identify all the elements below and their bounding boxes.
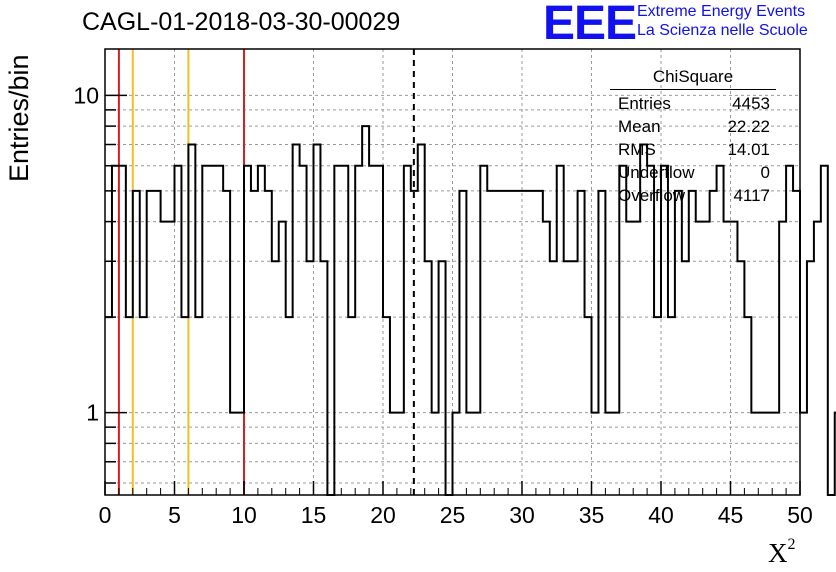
x-tick-label: 5 [168, 502, 181, 528]
y-tick-label: 1 [86, 400, 99, 426]
x-tick-label: 0 [99, 502, 112, 528]
stats-row-entries: Entries 4453 [610, 92, 776, 115]
x-tick-label: 25 [440, 502, 466, 528]
logo-line-1: Extreme Energy Events [637, 3, 806, 20]
stats-row-underflow: Underflow 0 [610, 161, 776, 184]
x-tick-label: 40 [648, 502, 674, 528]
x-axis-label: X2 [768, 536, 796, 569]
stats-value: 22.22 [727, 117, 770, 136]
histogram-line [105, 125, 836, 496]
stats-value: 0 [760, 163, 770, 182]
logo-line-2: La Scienza nelle Scuole [637, 22, 808, 39]
y-tick-label: 10 [73, 82, 99, 108]
x-tick-label: 50 [787, 502, 813, 528]
stats-box: ChiSquare Entries 4453 Mean 22.22 RMS 14.01… [610, 67, 776, 207]
stats-label: RMS [618, 140, 656, 159]
x-tick-label: 10 [231, 502, 257, 528]
x-axis-ticks: 0 5 10 15 20 25 30 35 40 45 50 [99, 481, 813, 528]
stats-value: 4117 [733, 186, 770, 205]
stats-row-mean: Mean 22.22 [610, 115, 776, 138]
logo-mark: EEE [543, 0, 637, 50]
x-tick-label: 45 [718, 502, 744, 528]
stats-label: Mean [618, 117, 661, 136]
chart-title: CAGL-01-2018-03-30-00029 [82, 8, 401, 36]
stats-row-overflow: Overflow 4117 [610, 184, 776, 207]
y-axis-ticks: 1 10 [73, 82, 127, 484]
stats-label: Underflow [618, 163, 695, 182]
stats-label: Overflow [618, 186, 686, 205]
x-tick-label: 35 [579, 502, 605, 528]
stats-value: 14.01 [727, 140, 770, 159]
stats-title: ChiSquare [610, 67, 776, 90]
reference-lines [117, 49, 415, 495]
stats-row-rms: RMS 14.01 [610, 138, 776, 161]
stats-label: Entries [618, 94, 671, 113]
x-tick-label: 20 [370, 502, 396, 528]
x-axis-label-superscript: 2 [787, 536, 796, 553]
stats-value: 4453 [732, 94, 770, 113]
x-tick-label: 30 [509, 502, 535, 528]
x-tick-label: 15 [301, 502, 327, 528]
x-axis-label-base: X [768, 538, 788, 568]
